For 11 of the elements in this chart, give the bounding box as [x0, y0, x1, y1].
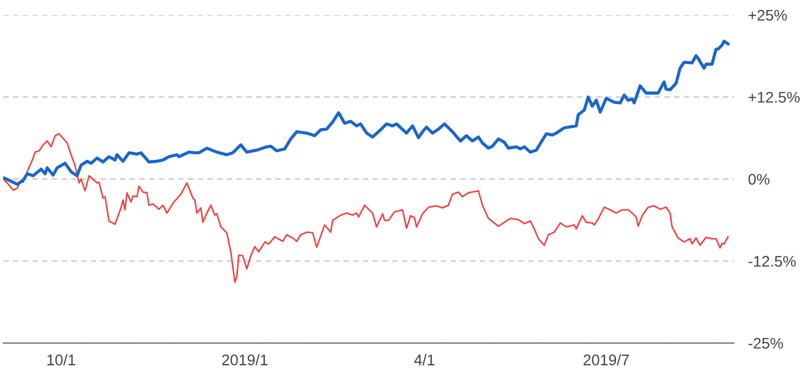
y-tick-label: +25%	[748, 10, 787, 21]
y-tick-label: -25%	[748, 338, 784, 349]
line-series	[3, 40, 730, 186]
x-tick-label: 10/1	[47, 354, 76, 366]
x-tick-label: 4/1	[414, 354, 434, 366]
y-tick-label: +12.5%	[748, 92, 800, 103]
x-tick-label: 2019/1	[222, 354, 268, 366]
y-tick-label: -12.5%	[748, 256, 796, 267]
y-tick-label: 0%	[748, 174, 770, 185]
x-tick-label: 2019/7	[584, 354, 629, 366]
line-series	[3, 132, 729, 283]
